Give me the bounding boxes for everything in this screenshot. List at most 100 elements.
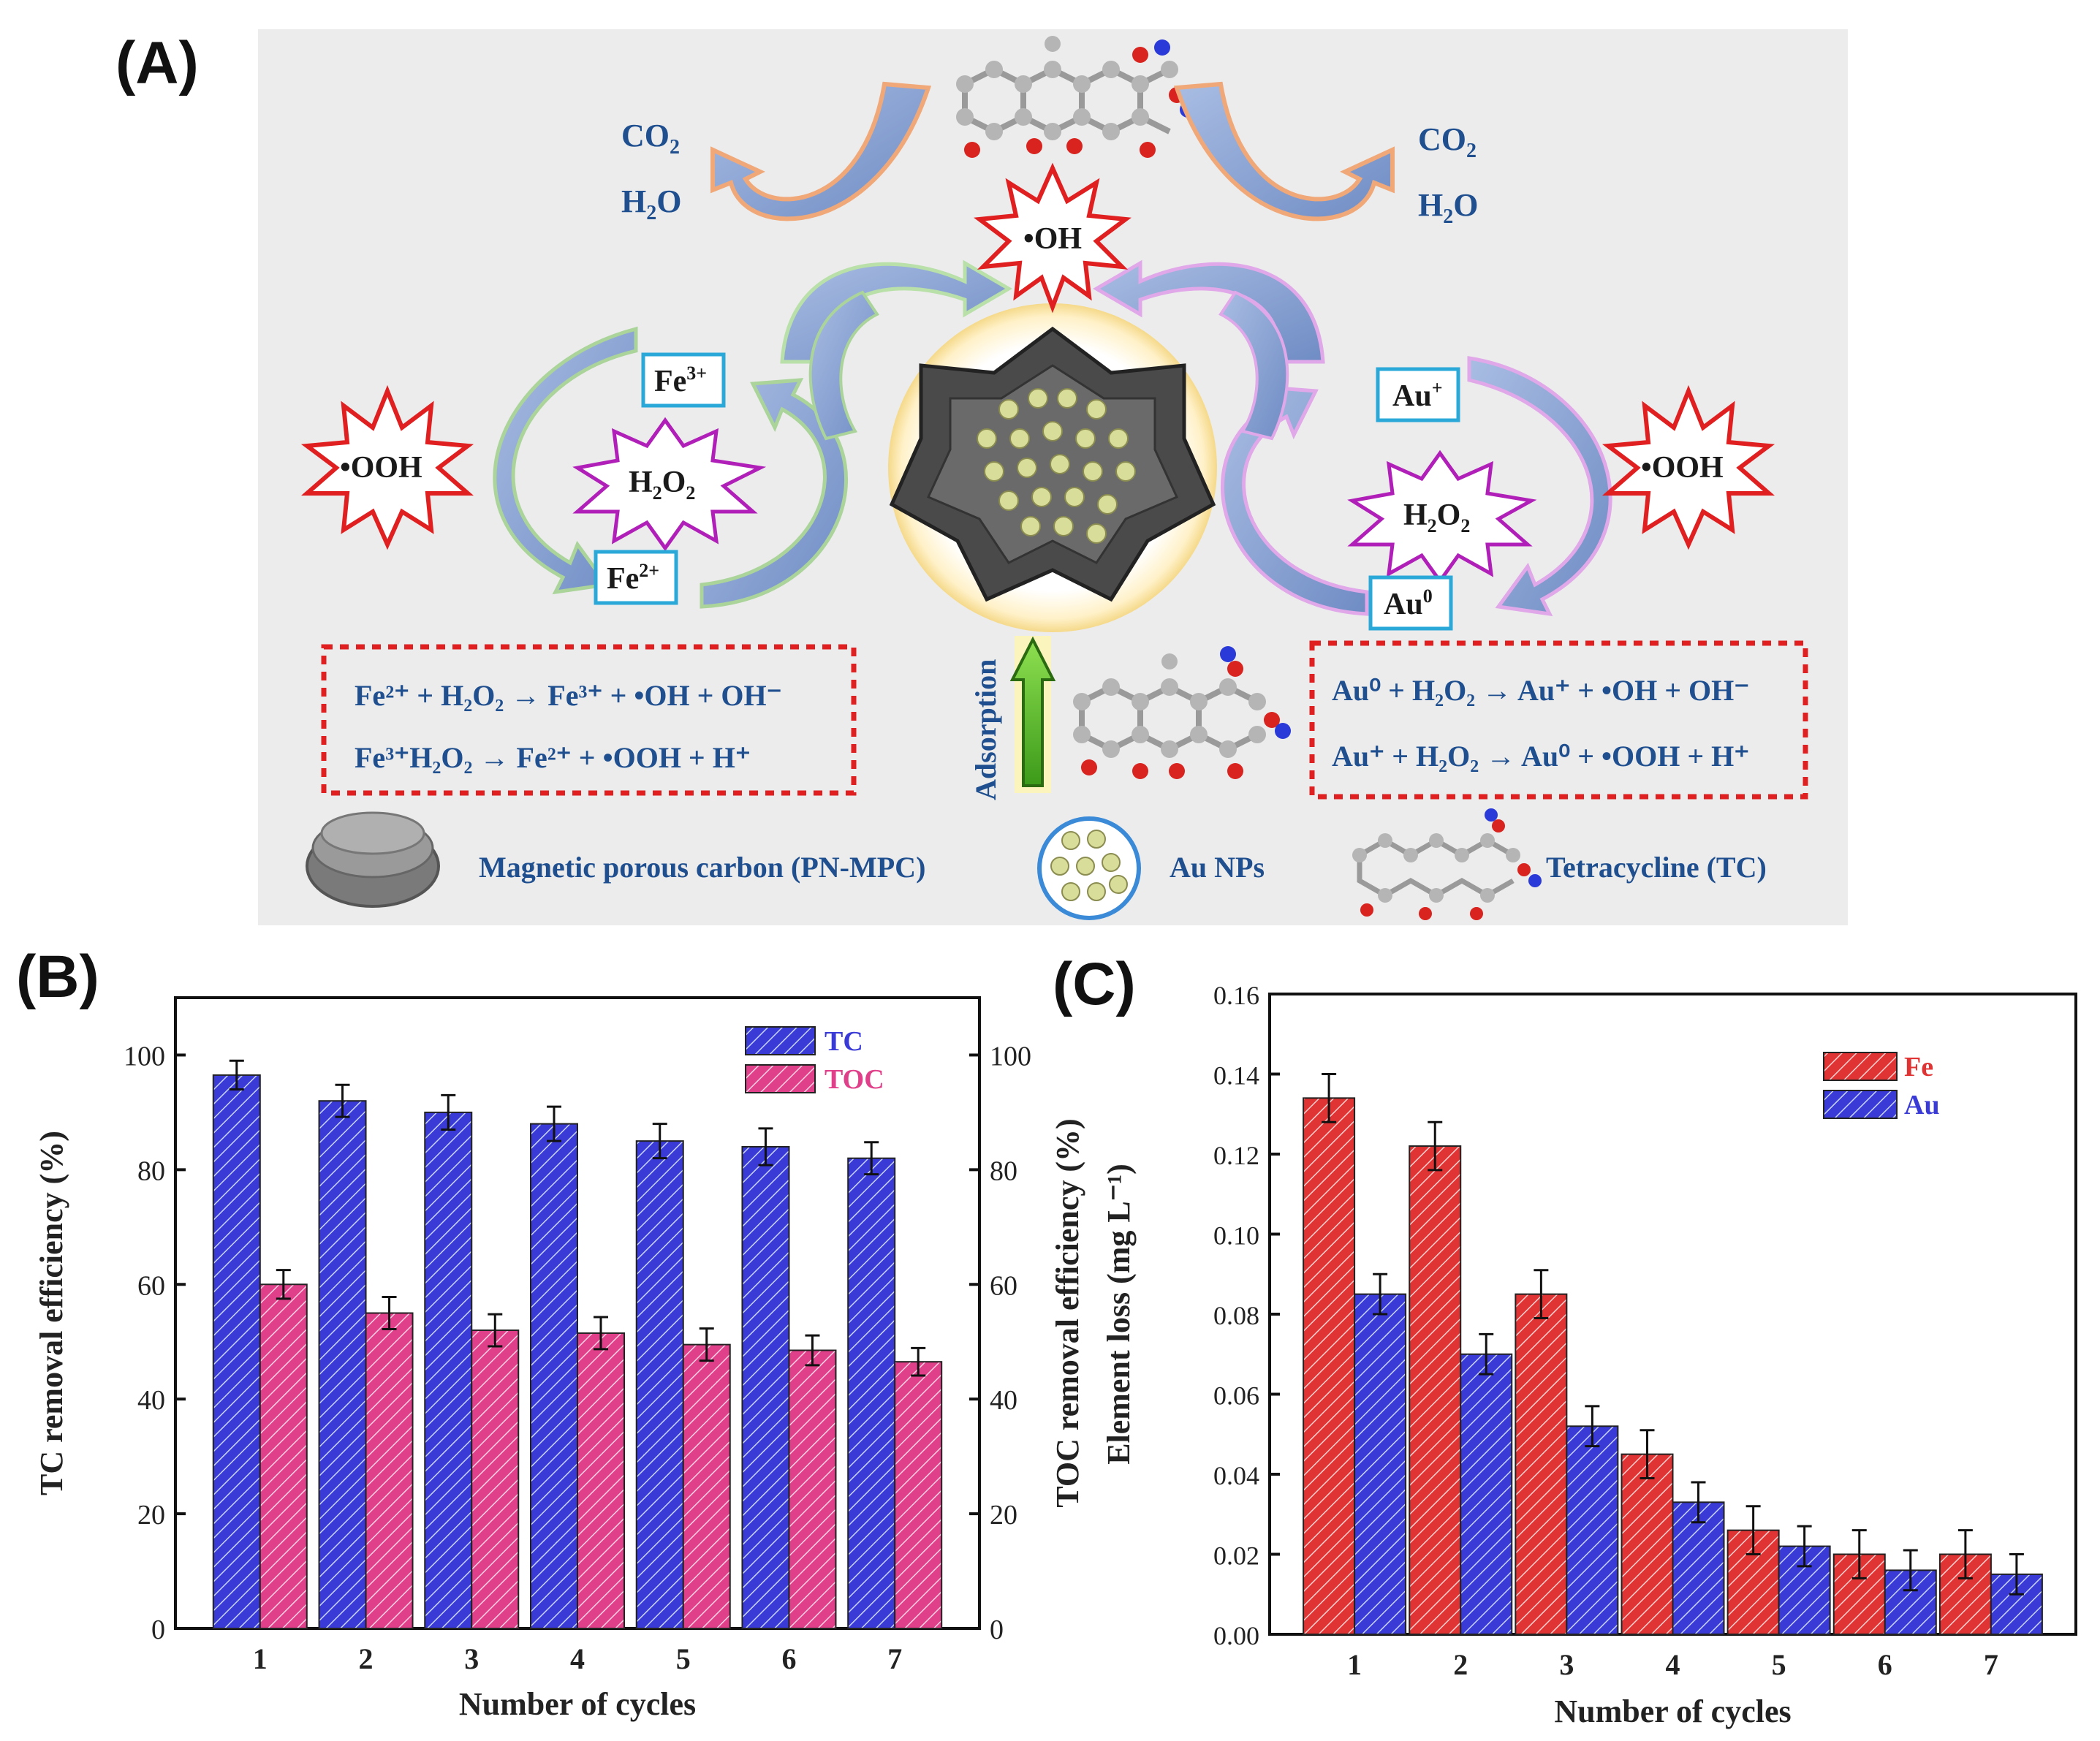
- chart-b-ytick-label: 100: [124, 1041, 165, 1071]
- arrow-fe-to-center: [808, 290, 879, 441]
- chart-b-ytick-right-label: 0: [990, 1615, 1004, 1645]
- arrow-fe2-to-fe3: [700, 378, 849, 609]
- chart-b-ytick-right-label: 100: [990, 1041, 1031, 1071]
- chart-c-bar-au: [1990, 1573, 2043, 1635]
- panel-label-a: (A): [115, 30, 199, 96]
- catalyst-particle: [888, 303, 1217, 632]
- chart-b-ytick-right-label: 20: [990, 1500, 1017, 1531]
- au-equation-box: [1309, 640, 1808, 800]
- chart-c-frame: [1268, 993, 2077, 1636]
- fe-equation-box: [321, 644, 857, 796]
- chart-b-frame: [174, 996, 981, 1630]
- chart-b-legend-swatch-tc: [745, 1026, 816, 1055]
- legend-mpc-label: Magnetic porous carbon (PN-MPC): [479, 851, 925, 884]
- panel-label-b: (B): [16, 944, 99, 1010]
- arrow-fe3-to-fe2: [493, 326, 638, 595]
- panel-label-c: (C): [1053, 951, 1136, 1017]
- h2o2-burst-left: [572, 417, 767, 552]
- chart-c-legend-label-au: Au: [1904, 1090, 1940, 1120]
- chart-b-ytick-label: 40: [137, 1385, 165, 1416]
- chart-c-bar-fe: [1303, 1097, 1356, 1635]
- chart-b-ytick-right-label: 80: [990, 1156, 1017, 1186]
- chart-c-ytick-label: 0.12: [1213, 1141, 1259, 1170]
- fe3-label: Fe3+: [654, 363, 707, 398]
- chart-c-plot: 0.00 0.02 0.04 0.06 0.08 0.10 0.12 0.14 0.16 1 2 3 4…: [1101, 981, 2077, 1729]
- chart-b-bar-tc: [741, 1145, 790, 1629]
- chart-b-ytick-label: 80: [137, 1156, 165, 1186]
- chart-c-legend-label-fe: Fe: [1904, 1052, 1933, 1082]
- chart-b-legend-label-tc: TC: [825, 1026, 863, 1057]
- chart-c-xtick-label: 2: [1453, 1648, 1468, 1681]
- eq-fe-2: Fe³⁺H₂O₂ → Fe²⁺ + •OOH + H⁺: [355, 741, 751, 774]
- chart-c-bar-au: [1354, 1293, 1407, 1635]
- chart-b-bar-toc: [788, 1349, 837, 1630]
- co2-right: CO2: [1418, 121, 1477, 162]
- fe2-label: Fe2+: [607, 560, 659, 596]
- chart-b-bar-toc: [577, 1332, 625, 1630]
- chart-c-bar-au: [1566, 1425, 1619, 1636]
- chart-c-bar-fe: [1938, 1553, 1992, 1635]
- chart-b-ytick-label: 0: [151, 1615, 165, 1645]
- chart-c-bar-fe: [1832, 1553, 1886, 1635]
- au0-box: [1368, 575, 1453, 631]
- h2o-left: H2O: [621, 183, 681, 224]
- chart-c-bar-fe: [1515, 1293, 1568, 1635]
- chart-c-ytick-label: 0.10: [1213, 1221, 1259, 1251]
- scheme-diagram: CO2 H2O CO2 H2O •OH •OOH •OOH H2O2 H2O2 …: [258, 29, 1848, 925]
- chart-b-bar-tc: [212, 1074, 261, 1630]
- chart-c-xtick-label: 3: [1559, 1648, 1574, 1681]
- oh-radical-burst: [974, 162, 1132, 314]
- chart-b-bar-tc: [424, 1111, 473, 1629]
- legend-mpc-icon: [306, 811, 440, 908]
- chart-b-xtick-label: 5: [676, 1642, 691, 1675]
- chart-c-legend-swatch-fe: [1823, 1052, 1898, 1081]
- h2o-right: H2O: [1418, 187, 1478, 228]
- chart-b-xlabel: Number of cycles: [459, 1686, 696, 1722]
- tetracycline-molecule-top: [956, 36, 1196, 158]
- legend-tc-icon: [1352, 808, 1542, 920]
- arrow-au-to-center: [1218, 290, 1289, 441]
- chart-c-xtick-label: 4: [1666, 1648, 1680, 1681]
- chart-b-bar-toc: [682, 1343, 731, 1630]
- chart-b-bar-tc: [635, 1140, 684, 1629]
- chart-b-xtick-label: 2: [359, 1642, 374, 1675]
- au0-label: Au0: [1384, 585, 1433, 621]
- chart-c-xtick-label: 7: [1984, 1648, 1998, 1681]
- chart-c-bar-fe: [1409, 1145, 1462, 1636]
- ooh-radical-burst-right: [1601, 384, 1775, 550]
- legend-au-label: Au NPs: [1170, 851, 1265, 884]
- ooh-radical-burst-left: [300, 384, 474, 550]
- arrow-top-left: [710, 81, 932, 221]
- chart-c-bar-au: [1884, 1569, 1937, 1635]
- adsorption-arrow: [1009, 636, 1056, 793]
- chart-c-ytick-label: 0.14: [1213, 1061, 1259, 1091]
- chart-b-legend-label-toc: TOC: [825, 1064, 884, 1095]
- chart-c-xtick-label: 6: [1878, 1648, 1892, 1681]
- ooh-label-right: •OOH: [1641, 451, 1724, 485]
- chart-c-ytick-label: 0.06: [1213, 1381, 1259, 1411]
- fe2-box: [594, 550, 678, 605]
- chart-c-ylabel: Element loss (mg L⁻¹): [1101, 1164, 1137, 1465]
- adsorption-label: Adsorption: [969, 659, 1002, 800]
- auplus-box: [1376, 367, 1460, 422]
- chart-b-bar-tc: [530, 1123, 578, 1629]
- chart-b-ylabel-right: TOC removal efficiency (%): [1050, 1118, 1085, 1507]
- chart-c-legend-swatch-au: [1823, 1090, 1898, 1119]
- chart-b-ylabel: TC removal efficiency (%): [34, 1131, 69, 1495]
- fe3-box: [641, 352, 726, 408]
- chart-c-bar-au: [1460, 1353, 1513, 1635]
- chart-b-bar-toc: [365, 1312, 414, 1629]
- arrow-auplus-to-au0: [1467, 356, 1612, 617]
- chart-c-ytick-label: 0.00: [1213, 1621, 1259, 1650]
- oh-label: •OH: [1023, 222, 1082, 256]
- ooh-label-left: •OOH: [340, 451, 422, 485]
- eq-au-1: Au⁰ + H₂O₂ → Au⁺ + •OH + OH⁻: [1332, 674, 1749, 707]
- chart-b-bar-tc: [318, 1100, 367, 1629]
- legend-tc-label: Tetracycline (TC): [1546, 851, 1767, 884]
- chart-c-ytick-label: 0.04: [1213, 1461, 1259, 1490]
- chart-b-xtick-label: 6: [781, 1642, 796, 1675]
- eq-au-2: Au⁺ + H₂O₂ → Au⁰ + •OOH + H⁺: [1332, 740, 1749, 773]
- chart-b-bar-toc: [471, 1330, 520, 1629]
- h2o2-label-left: H2O2: [629, 466, 695, 504]
- eq-fe-1: Fe²⁺ + H₂O₂ → Fe³⁺ + •OH + OH⁻: [355, 679, 782, 712]
